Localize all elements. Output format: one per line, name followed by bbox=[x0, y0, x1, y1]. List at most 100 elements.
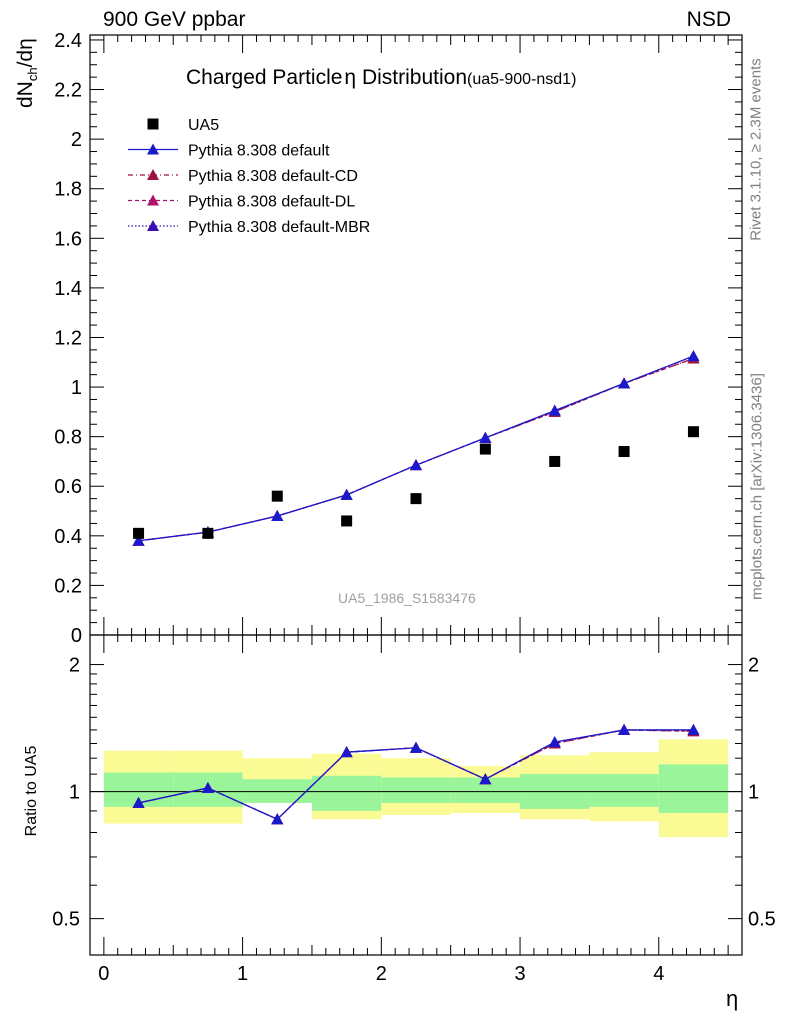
legend-entry: Pythia 8.308 default-MBR bbox=[128, 219, 370, 236]
legend-entry: Pythia 8.308 default-DL bbox=[128, 194, 355, 211]
y-axis-label-main: dNch/dη bbox=[13, 38, 41, 108]
mcplots-info-text: mcplots.cern.ch [arXiv:1306.3436] bbox=[748, 373, 766, 600]
legend: UA5 Pythia 8.308 default Pythia 8.308 defa… bbox=[128, 117, 370, 236]
ratio-marker bbox=[410, 741, 422, 753]
ratio-y-tick-label-right: 2 bbox=[748, 655, 759, 677]
main-data-point bbox=[410, 493, 422, 505]
main-line bbox=[138, 357, 694, 542]
y-tick-label: 0.2 bbox=[54, 575, 82, 597]
main-line bbox=[138, 357, 694, 542]
x-tick-label: 1 bbox=[237, 963, 248, 985]
legend-label: UA5 bbox=[188, 117, 219, 134]
main-marker bbox=[479, 431, 492, 443]
legend-marker bbox=[147, 118, 159, 130]
y-tick-label: 0.6 bbox=[54, 476, 82, 498]
x-axis-label: η bbox=[726, 986, 739, 1011]
main-marker bbox=[618, 377, 631, 389]
main-line bbox=[138, 355, 694, 542]
legend-marker bbox=[147, 194, 159, 206]
main-data-point bbox=[341, 515, 353, 527]
ratio-y-tick-label-left: 2 bbox=[69, 655, 80, 677]
ratio-marker bbox=[548, 736, 561, 748]
axis-ticks bbox=[90, 35, 742, 955]
main-data-point bbox=[618, 446, 630, 458]
y-tick-label: 0.4 bbox=[54, 526, 82, 548]
analysis-watermark: UA5_1986_S1583476 bbox=[338, 590, 476, 606]
ratio-marker bbox=[340, 746, 353, 758]
uncertainty-bands bbox=[103, 739, 729, 838]
ratio-marker bbox=[132, 796, 145, 808]
y-tick-label: 2.4 bbox=[54, 30, 82, 52]
main-line bbox=[138, 355, 694, 542]
main-marker bbox=[548, 404, 561, 416]
main-series bbox=[132, 352, 700, 546]
y-tick-label: 1.6 bbox=[54, 228, 82, 250]
main-series bbox=[132, 350, 700, 546]
main-marker bbox=[340, 488, 353, 500]
main-series bbox=[132, 350, 700, 546]
main-marker bbox=[410, 459, 422, 471]
legend-entry: Pythia 8.308 default-CD bbox=[128, 168, 358, 185]
band-inner-8 bbox=[658, 764, 729, 813]
band-inner-2 bbox=[242, 779, 312, 803]
main-data-point bbox=[271, 490, 283, 502]
header-left-label: 900 GeV ppbar bbox=[103, 8, 246, 31]
header-right-label: NSD bbox=[686, 8, 731, 31]
tick-labels: 0 0.2 0.4 0.6 0.8 1 1.2 1.4 1.6 1.8 2 2.2 2.4 0.5 0.5 1… bbox=[52, 30, 776, 985]
title-eta: η bbox=[344, 66, 357, 89]
ratio-y-tick-label-left: 0.5 bbox=[52, 909, 80, 931]
y-tick-label: 0.8 bbox=[54, 427, 82, 449]
x-tick-label: 0 bbox=[98, 963, 109, 985]
ratio-marker bbox=[271, 813, 284, 825]
rivet-info-text: Rivet 3.1.10, ≥ 2.3M events bbox=[747, 58, 765, 241]
band-inner-7 bbox=[589, 774, 659, 807]
plot-frames bbox=[89, 34, 743, 956]
y-tick-label: 2.2 bbox=[54, 80, 82, 102]
main-data-point bbox=[479, 443, 491, 455]
legend-label: Pythia 8.308 default-CD bbox=[188, 168, 358, 185]
legend-label: Pythia 8.308 default-MBR bbox=[188, 219, 370, 236]
legend-label: Pythia 8.308 default bbox=[188, 143, 330, 160]
main-series bbox=[132, 352, 700, 546]
title-rest: Distribution bbox=[361, 66, 467, 89]
legend-entry: UA5 bbox=[147, 117, 219, 134]
main-data-point bbox=[549, 455, 561, 467]
data-series bbox=[132, 350, 700, 825]
ratio-marker bbox=[201, 781, 214, 793]
band-inner-3 bbox=[311, 775, 382, 811]
main-marker bbox=[132, 534, 145, 546]
main-marker bbox=[687, 350, 700, 362]
legend-label: Pythia 8.308 default-DL bbox=[188, 194, 355, 211]
legend-marker bbox=[147, 169, 159, 180]
ratio-y-tick-label-right: 1 bbox=[748, 782, 759, 804]
y-tick-label: 0 bbox=[71, 625, 82, 647]
title-tag: (ua5-900-nsd1) bbox=[467, 71, 577, 88]
x-tick-label: 2 bbox=[376, 963, 387, 985]
y-axis-label-ratio: Ratio to UA5 bbox=[23, 745, 40, 837]
y-tick-label: 1 bbox=[71, 377, 82, 399]
ratio-panel-frame bbox=[89, 634, 743, 956]
main-data-point bbox=[687, 426, 699, 438]
band-inner-4 bbox=[381, 777, 451, 803]
y-tick-label: 1.8 bbox=[54, 179, 82, 201]
x-tick-label: 3 bbox=[514, 963, 525, 985]
chart-title: Charged Particleη Distribution(ua5-900-n… bbox=[186, 66, 576, 90]
ratio-marker bbox=[687, 723, 700, 735]
ratio-y-tick-label-left: 1 bbox=[69, 782, 80, 804]
x-tick-label: 4 bbox=[653, 963, 664, 985]
legend-marker bbox=[147, 220, 159, 231]
legend-entry: Pythia 8.308 default bbox=[128, 143, 330, 160]
ratio-marker bbox=[479, 773, 492, 785]
legend-marker bbox=[147, 143, 159, 155]
y-tick-label: 2 bbox=[71, 129, 82, 151]
y-tick-label: 1.2 bbox=[54, 327, 82, 349]
main-series bbox=[133, 426, 699, 539]
y-tick-label: 1.4 bbox=[54, 278, 82, 300]
main-data-point bbox=[202, 527, 214, 539]
main-data-point bbox=[133, 527, 145, 539]
main-marker bbox=[271, 509, 284, 521]
ratio-y-tick-label-right: 0.5 bbox=[748, 909, 776, 931]
ratio-series bbox=[132, 723, 700, 825]
ratio-marker bbox=[618, 723, 631, 735]
